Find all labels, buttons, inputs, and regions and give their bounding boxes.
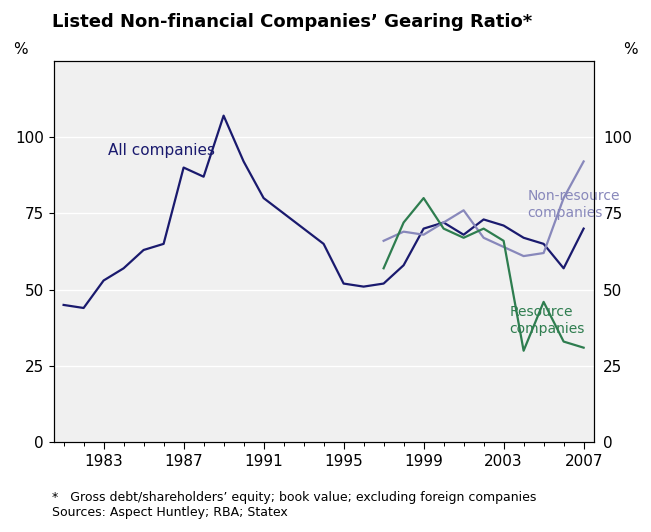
Text: %: % [623,42,638,57]
Text: All companies: All companies [107,143,215,159]
Text: Non-resource
companies: Non-resource companies [527,189,620,220]
Text: %: % [13,42,28,57]
Text: Resource
companies: Resource companies [510,305,585,336]
Text: *   Gross debt/shareholders’ equity; book value; excluding foreign companies
Sou: * Gross debt/shareholders’ equity; book … [52,491,536,519]
Text: Listed Non-financial Companies’ Gearing Ratio*: Listed Non-financial Companies’ Gearing … [52,13,533,31]
